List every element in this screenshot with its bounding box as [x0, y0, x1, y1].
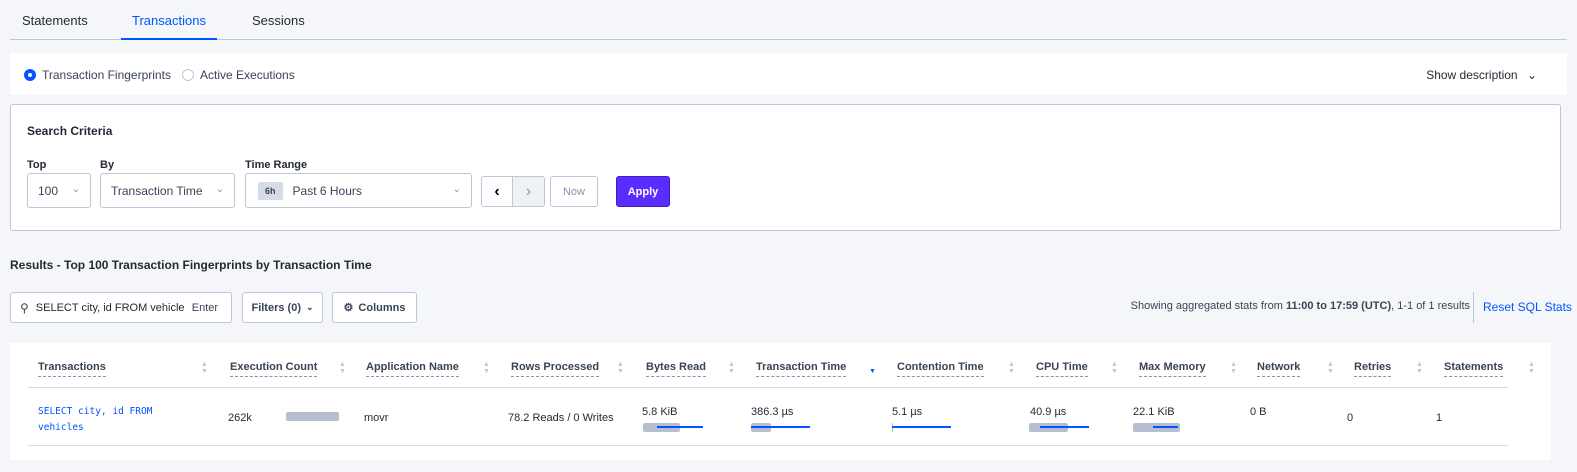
radio-label: Transaction Fingerprints: [42, 68, 171, 82]
top-select[interactable]: 100 ⌄: [27, 173, 91, 208]
radio-checked-icon: [24, 69, 36, 81]
network: 0 B: [1250, 406, 1267, 418]
filters-button[interactable]: Filters (0) ⌄: [242, 292, 323, 323]
chevron-down-icon: ⌄: [1526, 68, 1537, 82]
search-criteria-title: Search Criteria: [27, 124, 113, 138]
top-label: Top: [27, 159, 47, 171]
retries: 0: [1347, 412, 1354, 424]
chevron-down-icon: ⌄: [215, 184, 224, 195]
radio-unchecked-icon: [182, 69, 194, 81]
search-input[interactable]: ⚲ SELECT city, id FROM vehicles W Enter: [10, 292, 232, 323]
search-value: SELECT city, id FROM vehicles W: [35, 301, 184, 314]
tab-sessions[interactable]: Sessions: [252, 13, 305, 28]
header-execution-count[interactable]: Execution Count: [230, 361, 318, 377]
columns-button[interactable]: ⚙ Columns: [332, 292, 417, 323]
results-title: Results - Top 100 Transaction Fingerprin…: [10, 258, 372, 272]
application-name: movr: [364, 412, 389, 424]
header-bytes-read[interactable]: Bytes Read: [646, 361, 706, 377]
sort-icon[interactable]: ▲ ▼: [483, 361, 490, 375]
apply-button[interactable]: Apply: [616, 176, 670, 207]
search-icon: ⚲: [20, 300, 29, 315]
sort-icon[interactable]: ▲ ▼: [339, 361, 346, 375]
radio-transaction-fingerprints[interactable]: Transaction Fingerprints: [24, 68, 171, 82]
sort-icon[interactable]: ▲ ▼: [1008, 361, 1015, 375]
header-rows-processed[interactable]: Rows Processed: [511, 361, 600, 377]
show-description-label: Show description: [1426, 68, 1518, 82]
header-transactions[interactable]: Transactions: [38, 361, 106, 377]
header-divider: [28, 387, 1508, 388]
header-transaction-time[interactable]: Transaction Time: [756, 361, 847, 377]
filters-label: Filters (0): [251, 301, 301, 314]
sort-icon[interactable]: ▲ ▼: [1111, 361, 1118, 375]
radio-active-executions[interactable]: Active Executions: [182, 68, 295, 82]
header-network[interactable]: Network: [1257, 361, 1301, 377]
header-cpu-time[interactable]: CPU Time: [1036, 361, 1088, 377]
reset-sql-stats-link[interactable]: Reset SQL Stats: [1483, 300, 1572, 314]
view-selector-panel: Transaction Fingerprints Active Executio…: [10, 53, 1567, 95]
previous-range-button[interactable]: ‹: [481, 176, 513, 207]
execution-count-bar: [286, 412, 339, 421]
tab-statements[interactable]: Statements: [22, 13, 88, 28]
sort-icon[interactable]: ▲ ▼: [1327, 361, 1334, 375]
contention-time: 5.1 µs: [892, 406, 923, 418]
cpu-time-stddev-line: [1040, 426, 1089, 428]
transactions-table: Transactions Execution Count Application…: [10, 343, 1551, 460]
header-max-memory[interactable]: Max Memory: [1139, 361, 1206, 377]
search-criteria-panel: Search Criteria Top 100 ⌄ By Transaction …: [10, 104, 1561, 231]
info-prefix: Showing aggregated stats from: [1130, 300, 1286, 312]
bytes-read: 5.8 KiB: [642, 406, 678, 418]
gear-icon: ⚙: [343, 302, 354, 314]
search-enter-hint: Enter: [191, 301, 219, 314]
info-time-range: 11:00 to 17:59 (UTC): [1285, 300, 1392, 312]
header-retries[interactable]: Retries: [1354, 361, 1392, 377]
sort-icon[interactable]: ▲ ▼: [1230, 361, 1237, 375]
by-label: By: [100, 159, 115, 171]
tab-bar: Statements Transactions Sessions: [10, 0, 1567, 40]
transaction-link[interactable]: SELECT city, id FROM vehicles: [38, 406, 153, 433]
time-range-chip: 6h: [258, 181, 283, 200]
time-range-select[interactable]: 6h Past 6 Hours ⌄: [245, 173, 472, 208]
statements: 1: [1436, 412, 1443, 424]
info-suffix: , 1-1 of 1 results: [1391, 300, 1470, 312]
results-info: Showing aggregated stats from 11:00 to 1…: [1131, 300, 1470, 312]
execution-count: 262k: [228, 412, 252, 424]
sort-icon[interactable]: ▲ ▼: [1416, 361, 1423, 375]
header-statements[interactable]: Statements: [1444, 361, 1504, 377]
sort-icon[interactable]: ▲ ▼: [728, 361, 735, 375]
by-select[interactable]: Transaction Time ⌄: [100, 173, 235, 208]
transaction-time-stddev-line: [751, 426, 810, 428]
chevron-left-icon: ‹: [494, 182, 500, 200]
row-divider: [28, 445, 1508, 446]
time-range-value: Past 6 Hours: [292, 183, 362, 198]
bytes-read-stddev-line: [657, 426, 703, 428]
tab-transactions[interactable]: Transactions: [121, 13, 217, 40]
show-description-toggle[interactable]: Show description ⌄: [1426, 68, 1537, 82]
time-range-label: Time Range: [245, 159, 308, 171]
sort-descending-icon[interactable]: ▲▼: [869, 368, 876, 375]
sort-icon[interactable]: ▲ ▼: [201, 361, 208, 375]
contention-time-stddev-line: [892, 426, 951, 428]
divider: [1473, 292, 1474, 323]
max-memory: 22.1 KiB: [1133, 406, 1175, 418]
radio-label: Active Executions: [200, 68, 295, 82]
now-button[interactable]: Now: [550, 176, 598, 207]
rows-processed: 78.2 Reads / 0 Writes: [508, 412, 614, 424]
max-memory-stddev-line: [1153, 426, 1178, 428]
chevron-down-icon: ⌄: [71, 184, 80, 195]
by-value: Transaction Time: [111, 183, 203, 198]
transaction-time: 386.3 µs: [751, 406, 794, 418]
next-range-button[interactable]: ›: [512, 176, 545, 207]
top-value: 100: [38, 183, 59, 198]
header-contention-time[interactable]: Contention Time: [897, 361, 984, 377]
chevron-down-icon: ⌄: [452, 184, 461, 195]
cpu-time: 40.9 µs: [1030, 406, 1067, 418]
sort-icon[interactable]: ▲ ▼: [1528, 361, 1535, 375]
columns-label: Columns: [358, 301, 406, 314]
chevron-down-icon: ⌄: [305, 302, 314, 312]
chevron-right-icon: ›: [525, 182, 532, 200]
sort-icon[interactable]: ▲ ▼: [617, 361, 624, 375]
header-application-name[interactable]: Application Name: [366, 361, 459, 377]
